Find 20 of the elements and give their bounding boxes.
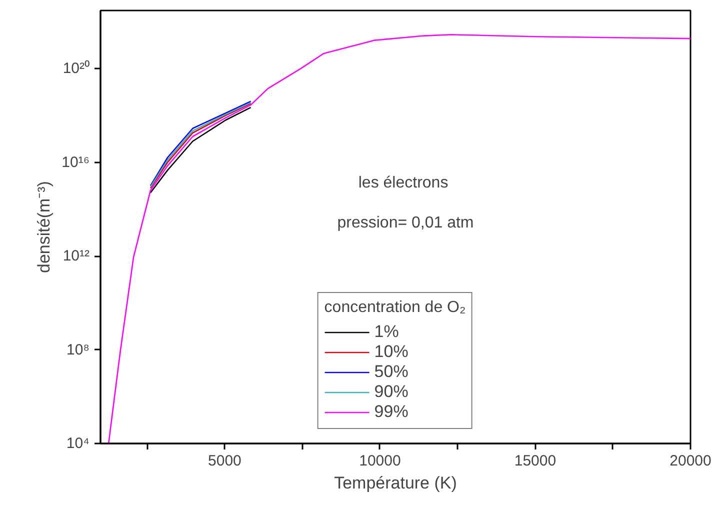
x-tick-label: 20000: [670, 452, 712, 470]
y-tick-label: 10⁸: [66, 341, 90, 358]
y-tick-label: 10²⁰: [62, 60, 90, 78]
y-tick-label: 10⁴: [66, 435, 90, 452]
legend-label: 10%: [374, 342, 408, 362]
legend-label: 1%: [374, 322, 399, 342]
legend-title: concentration de O₂: [324, 299, 466, 317]
legend-label: 50%: [374, 362, 408, 382]
y-axis-title: densité(m⁻³): [34, 181, 54, 273]
y-tick-label: 10¹⁶: [62, 154, 90, 171]
x-axis-title: Température (K): [334, 474, 457, 492]
legend-label: 90%: [374, 382, 408, 402]
annotation: pression= 0,01 atm: [337, 214, 474, 232]
line-series: [108, 34, 690, 444]
legend-label: 99%: [374, 402, 408, 422]
x-tick-label: 10000: [359, 452, 401, 470]
x-tick-label: 5000: [208, 452, 242, 470]
annotation: les électrons: [358, 174, 448, 192]
y-tick-label: 10¹²: [62, 248, 90, 265]
x-tick-label: 15000: [514, 452, 556, 470]
